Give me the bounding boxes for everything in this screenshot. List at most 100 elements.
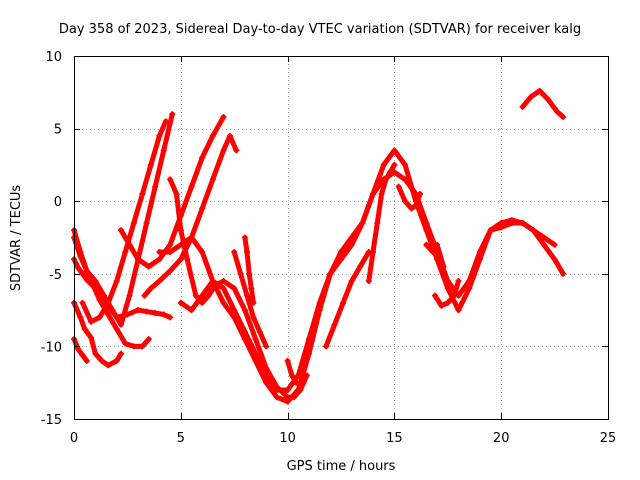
x-tick-label: 0 bbox=[70, 431, 78, 446]
data-point bbox=[188, 183, 195, 190]
data-point bbox=[338, 249, 344, 256]
data-point bbox=[365, 278, 372, 285]
data-point bbox=[145, 263, 152, 270]
data-point bbox=[408, 205, 415, 212]
data-point bbox=[96, 314, 103, 321]
data-point bbox=[177, 256, 184, 263]
data-point bbox=[519, 103, 526, 110]
y-tick-label: -15 bbox=[41, 413, 62, 428]
data-point bbox=[220, 278, 227, 285]
data-point bbox=[508, 219, 515, 226]
y-tick-label: 5 bbox=[54, 123, 62, 138]
data-point bbox=[126, 241, 133, 248]
data-point bbox=[402, 161, 409, 168]
data-point bbox=[370, 249, 377, 256]
data-point bbox=[88, 334, 95, 341]
series-line bbox=[71, 336, 90, 364]
data-point bbox=[205, 292, 212, 299]
data-point bbox=[288, 372, 295, 379]
data-point bbox=[305, 336, 312, 343]
data-point bbox=[209, 176, 216, 183]
data-point bbox=[378, 190, 385, 197]
data-point bbox=[560, 113, 567, 120]
data-point bbox=[220, 285, 227, 292]
data-point bbox=[370, 190, 377, 197]
data-point bbox=[160, 311, 167, 318]
data-point bbox=[231, 285, 238, 292]
data-point bbox=[423, 219, 430, 226]
series-s6 bbox=[79, 118, 169, 325]
data-point bbox=[252, 350, 259, 357]
data-point bbox=[231, 249, 238, 256]
y-tick-label: -5 bbox=[49, 268, 62, 283]
data-point bbox=[273, 394, 280, 401]
data-point bbox=[226, 132, 233, 139]
data-point bbox=[75, 346, 82, 353]
data-point bbox=[348, 278, 355, 285]
data-point bbox=[173, 190, 180, 197]
data-point bbox=[273, 386, 280, 393]
data-point bbox=[117, 227, 124, 234]
data-point bbox=[169, 111, 176, 118]
data-point bbox=[545, 96, 552, 103]
series-s16 bbox=[365, 161, 398, 285]
data-point bbox=[476, 249, 483, 256]
data-point bbox=[156, 249, 163, 256]
data-point bbox=[429, 249, 436, 256]
series-s4 bbox=[71, 336, 90, 364]
data-point bbox=[83, 276, 90, 283]
data-point bbox=[139, 343, 146, 350]
data-point bbox=[81, 325, 88, 332]
data-point bbox=[209, 132, 216, 139]
data-point bbox=[156, 278, 163, 285]
series-s19 bbox=[431, 278, 462, 309]
data-point bbox=[263, 379, 270, 386]
data-point bbox=[498, 224, 505, 231]
data-point bbox=[519, 219, 526, 226]
data-point bbox=[431, 292, 438, 299]
data-point bbox=[105, 362, 112, 369]
data-point bbox=[199, 154, 206, 161]
y-tick-label: -10 bbox=[41, 340, 62, 355]
x-tick-label: 10 bbox=[279, 431, 296, 446]
data-point bbox=[241, 307, 248, 314]
data-point bbox=[244, 249, 251, 256]
data-point bbox=[530, 227, 537, 234]
data-point bbox=[141, 292, 148, 299]
data-point bbox=[160, 147, 167, 154]
series-s18 bbox=[423, 241, 447, 270]
data-point bbox=[117, 321, 124, 328]
data-point bbox=[323, 343, 330, 350]
data-point bbox=[122, 249, 129, 256]
data-point bbox=[130, 343, 137, 350]
x-tick-label: 5 bbox=[177, 431, 185, 446]
data-point bbox=[551, 256, 558, 263]
data-point bbox=[177, 241, 184, 248]
data-point bbox=[88, 280, 95, 287]
data-point bbox=[147, 161, 154, 168]
data-point bbox=[162, 118, 169, 125]
data-point bbox=[246, 270, 253, 277]
data-point bbox=[359, 219, 366, 226]
data-point bbox=[316, 299, 323, 306]
data-point bbox=[256, 328, 263, 335]
data-point bbox=[540, 241, 547, 248]
data-point bbox=[466, 285, 473, 292]
data-point bbox=[75, 264, 82, 271]
data-point bbox=[139, 190, 146, 197]
series-s14 bbox=[284, 357, 300, 386]
data-point bbox=[536, 87, 543, 94]
data-point bbox=[444, 285, 451, 292]
data-point bbox=[143, 308, 150, 315]
y-tick-label: 0 bbox=[54, 195, 62, 210]
data-point bbox=[199, 249, 206, 256]
data-point bbox=[220, 147, 227, 154]
series-s7 bbox=[117, 113, 227, 270]
axis-ticks bbox=[74, 56, 609, 420]
y-axis-title: SDTVAR / TECUs bbox=[9, 185, 24, 292]
data-point bbox=[241, 234, 248, 241]
data-point bbox=[105, 311, 112, 318]
data-point bbox=[192, 292, 199, 299]
data-point bbox=[284, 386, 291, 393]
x-axis-title: GPS time / hours bbox=[287, 459, 396, 474]
